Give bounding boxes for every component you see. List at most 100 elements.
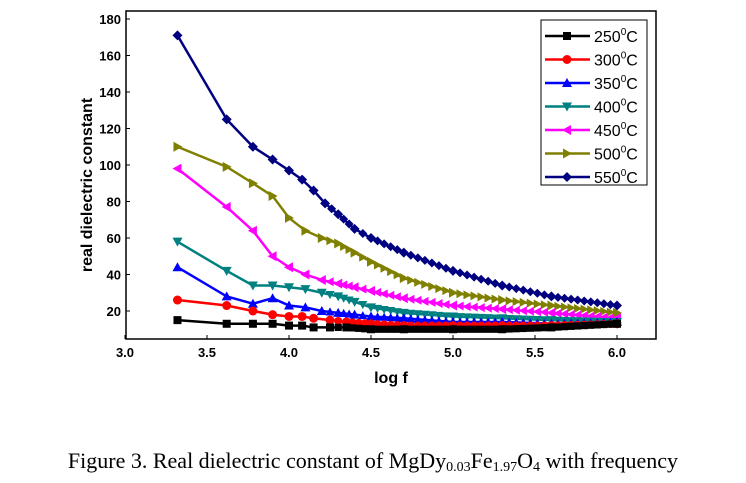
plot-frame [125, 10, 657, 340]
marker-triangle-left [386, 290, 395, 300]
marker-triangle-down [284, 283, 294, 293]
marker-circle [172, 295, 182, 305]
marker-triangle-left [497, 304, 507, 315]
marker-square [533, 324, 541, 332]
marker-triangle-left [349, 282, 359, 293]
marker-square [540, 324, 548, 332]
marker-circle [297, 311, 307, 321]
marker-triangle-right [173, 141, 183, 152]
marker-triangle-right [222, 161, 232, 172]
marker-triangle-right [393, 270, 402, 280]
marker-triangle-right [574, 303, 583, 313]
marker-diamond [560, 293, 570, 303]
marker-triangle-up [398, 313, 409, 323]
marker-triangle-left [358, 284, 367, 294]
marker-triangle-right [470, 291, 479, 301]
legend-label: 3000C [594, 51, 638, 70]
marker-diamond [455, 268, 465, 278]
marker-triangle-up [562, 78, 572, 87]
marker-square [526, 324, 534, 332]
marker-triangle-right [345, 245, 354, 255]
marker-diamond [476, 274, 486, 284]
marker-square [173, 316, 182, 325]
marker-triangle-down [247, 281, 258, 291]
marker-square [606, 320, 615, 328]
x-tick-label: 5.0 [444, 345, 462, 360]
marker-triangle-right [491, 294, 500, 304]
marker-triangle-left [476, 303, 485, 313]
marker-diamond [605, 300, 615, 310]
series-layer [172, 30, 622, 334]
marker-triangle-right [554, 301, 563, 311]
marker-triangle-right [563, 148, 572, 159]
legend-item-550: 5500C [545, 168, 638, 187]
marker-triangle-right [407, 275, 416, 285]
marker-circle [284, 311, 294, 321]
marker-triangle-up [379, 312, 389, 321]
marker-triangle-right [547, 300, 557, 311]
marker-square [342, 323, 351, 332]
marker-triangle-right [449, 287, 458, 298]
caption-text: with frequency [540, 448, 679, 473]
marker-triangle-down [392, 308, 402, 317]
marker-diamond [373, 236, 383, 246]
marker-square [574, 322, 582, 330]
marker-triangle-down [427, 311, 437, 320]
marker-triangle-right [435, 284, 444, 294]
marker-diamond [413, 253, 423, 263]
marker-triangle-left [366, 285, 375, 296]
marker-triangle-left [325, 277, 334, 287]
marker-triangle-right [340, 242, 349, 252]
marker-triangle-left [469, 302, 478, 312]
marker-diamond [392, 245, 402, 255]
marker-circle [562, 55, 572, 64]
marker-diamond [379, 239, 389, 249]
legend-label: 5000C [594, 145, 638, 164]
legend-label: 4500C [594, 121, 638, 140]
marker-triangle-left [339, 280, 348, 290]
marker-diamond [297, 174, 308, 185]
marker-triangle-up [284, 300, 294, 310]
marker-triangle-left [532, 307, 541, 317]
marker-triangle-right [463, 290, 472, 300]
marker-triangle-left [434, 298, 443, 308]
marker-triangle-up [427, 315, 437, 324]
marker-triangle-down [267, 281, 278, 291]
marker-circle [325, 315, 335, 325]
marker-square [560, 323, 569, 331]
marker-triangle-right [350, 247, 360, 258]
marker-square [428, 325, 436, 333]
marker-diamond [172, 30, 183, 41]
marker-triangle-right [587, 305, 596, 315]
y-tick-label: 80 [107, 195, 121, 210]
marker-diamond [406, 250, 416, 260]
marker-square [519, 324, 527, 333]
marker-triangle-left [427, 297, 436, 307]
marker-square [498, 325, 507, 334]
marker-triangle-right [580, 304, 589, 314]
legend: 2500C 3000C 3500C 4000C 4500C 5000C 5500C [540, 19, 648, 187]
marker-diamond [386, 242, 396, 252]
marker-square [407, 325, 415, 333]
marker-triangle-right [334, 238, 344, 249]
marker-triangle-right [428, 281, 437, 291]
marker-triangle-right [505, 296, 514, 306]
caption-sub: 4 [533, 460, 540, 475]
y-tick-label: 60 [107, 231, 121, 246]
marker-triangle-up [358, 311, 368, 320]
marker-triangle-right [421, 279, 430, 289]
marker-triangle-down [455, 313, 465, 322]
marker-triangle-up [366, 311, 376, 321]
marker-diamond [284, 165, 294, 176]
marker-triangle-left [267, 251, 277, 262]
marker-triangle-right [498, 295, 508, 306]
marker-triangle-down [316, 288, 327, 298]
marker-triangle-left [483, 303, 492, 313]
marker-triangle-right [477, 292, 486, 302]
marker-triangle-down [413, 310, 423, 319]
marker-square [361, 325, 369, 333]
marker-diamond [221, 114, 232, 125]
legend-label: 2500C [594, 27, 638, 46]
marker-triangle-down [462, 313, 472, 322]
marker-square [309, 323, 318, 332]
